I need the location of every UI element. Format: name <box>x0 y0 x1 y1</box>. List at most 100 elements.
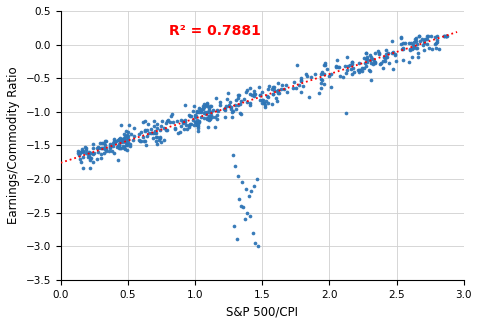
Point <box>221 106 229 111</box>
Point <box>367 61 375 66</box>
Point <box>171 126 179 132</box>
Point <box>122 147 129 152</box>
Point <box>354 60 362 65</box>
Point <box>130 133 137 138</box>
Point <box>361 66 368 71</box>
Point <box>367 77 375 83</box>
Point <box>162 121 170 126</box>
Point <box>250 88 258 93</box>
Point <box>360 55 368 60</box>
Point <box>275 91 283 96</box>
Point <box>151 128 159 133</box>
Point <box>78 149 86 154</box>
Point <box>249 230 257 235</box>
Point <box>205 115 212 121</box>
Point <box>200 101 208 106</box>
Point <box>251 183 258 188</box>
Point <box>236 101 243 106</box>
Point <box>195 119 203 124</box>
Point <box>410 46 417 51</box>
Point <box>173 118 181 124</box>
Point <box>231 163 239 168</box>
Point <box>82 148 90 153</box>
Point <box>128 131 136 136</box>
Point <box>214 108 222 113</box>
Point <box>116 136 124 141</box>
Point <box>124 135 131 140</box>
Point <box>420 47 427 52</box>
Point <box>440 34 447 39</box>
Point <box>346 63 354 68</box>
Point <box>194 121 202 126</box>
Point <box>158 119 166 124</box>
Point <box>382 54 389 59</box>
Point <box>441 34 448 39</box>
Point <box>193 113 200 118</box>
Point <box>302 72 310 77</box>
Point <box>151 131 159 136</box>
Point <box>197 107 205 112</box>
Point <box>139 135 147 140</box>
Point <box>135 131 142 136</box>
Text: R² = 0.7881: R² = 0.7881 <box>170 24 262 38</box>
Point <box>179 118 187 124</box>
Point <box>141 128 148 133</box>
Point <box>194 126 202 131</box>
Point <box>299 84 307 89</box>
Point <box>115 142 123 148</box>
Point <box>291 79 298 84</box>
Point <box>408 54 416 59</box>
Point <box>76 157 83 162</box>
Point <box>320 72 328 77</box>
Point <box>297 75 305 81</box>
Point <box>367 55 375 60</box>
Point <box>246 101 253 106</box>
Point <box>412 45 420 50</box>
Point <box>240 205 247 210</box>
Point <box>399 41 407 46</box>
Point <box>379 66 387 71</box>
Point <box>336 73 343 78</box>
Point <box>123 142 130 147</box>
Point <box>190 103 197 108</box>
Point <box>421 38 428 43</box>
Point <box>341 63 349 68</box>
Point <box>406 48 414 53</box>
Point <box>429 46 436 51</box>
Point <box>244 210 251 215</box>
Point <box>195 110 203 115</box>
Point <box>182 123 190 128</box>
Point <box>99 140 106 145</box>
Point <box>203 104 211 109</box>
Point <box>391 52 399 58</box>
Point <box>193 109 201 114</box>
Point <box>113 145 121 150</box>
Point <box>323 66 331 71</box>
Point <box>325 73 333 78</box>
Point <box>103 148 110 153</box>
Point <box>248 188 255 194</box>
Point <box>421 40 428 46</box>
Point <box>187 122 195 127</box>
Point <box>153 134 160 139</box>
Point <box>262 99 270 104</box>
Point <box>365 67 373 72</box>
Point <box>412 38 420 43</box>
Point <box>399 46 407 51</box>
Point <box>145 130 152 135</box>
Point <box>97 156 105 161</box>
Point <box>227 104 235 109</box>
Point <box>234 103 242 108</box>
Point <box>76 150 84 155</box>
Point <box>230 223 238 228</box>
Point <box>192 119 199 124</box>
Point <box>181 102 189 107</box>
Point <box>110 138 117 143</box>
Point <box>81 145 89 150</box>
Point <box>140 138 148 143</box>
Point <box>224 91 231 96</box>
Point <box>225 103 232 109</box>
Point <box>114 157 122 162</box>
Point <box>411 39 418 45</box>
Point <box>75 150 82 156</box>
